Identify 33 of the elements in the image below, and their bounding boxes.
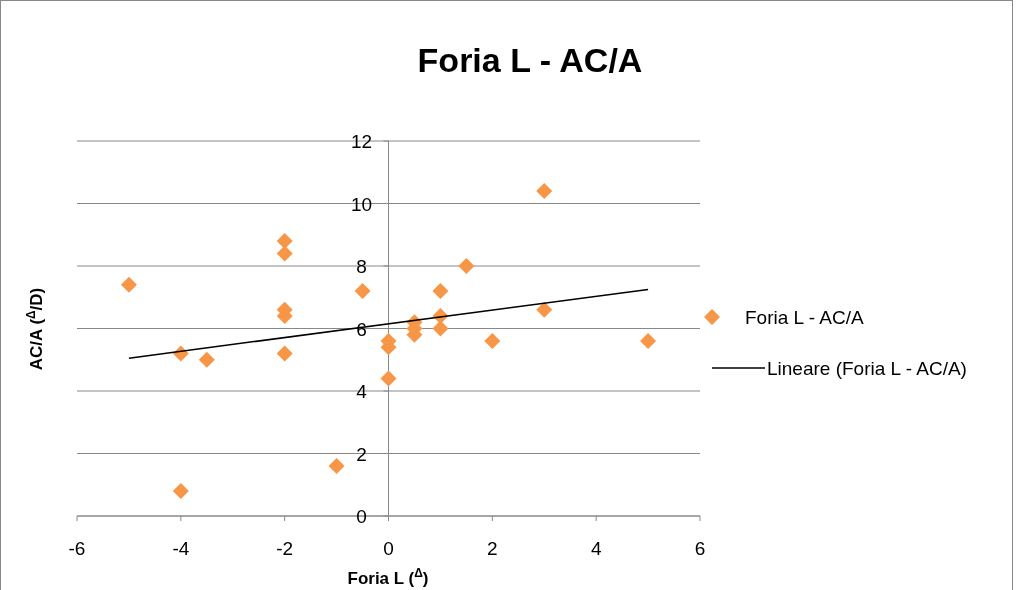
point — [432, 320, 449, 337]
y-tick-label: 8 — [356, 256, 367, 277]
chart-title: Foria L - AC/A — [417, 41, 643, 79]
point — [354, 283, 371, 299]
point — [172, 483, 189, 499]
point — [198, 351, 215, 368]
point — [536, 183, 553, 199]
x-axis-title: Foria L ($^{Δ}$) — [347, 566, 429, 588]
point — [640, 333, 657, 349]
y-tick-label: 10 — [350, 193, 373, 215]
point — [120, 276, 137, 293]
point — [276, 245, 293, 262]
x-tick-label: 2 — [487, 538, 498, 559]
point — [328, 458, 345, 474]
x-tick-label: -6 — [68, 538, 86, 559]
point — [484, 333, 501, 349]
legend-label: Lineare (Foria L - AC/A) — [767, 358, 967, 379]
point — [276, 345, 293, 362]
legend-label: Foria L - AC/A — [745, 307, 864, 328]
point — [380, 370, 397, 387]
point — [276, 233, 293, 249]
point — [432, 283, 449, 299]
y-tick-label: 12 — [350, 131, 373, 152]
y-tick-label: 0 — [356, 506, 367, 527]
y-tick-label: 4 — [356, 381, 368, 402]
y-tick-label: 2 — [356, 443, 367, 465]
x-tick-label: 6 — [694, 538, 706, 559]
x-tick-label: 4 — [590, 538, 602, 559]
x-tick-label: -4 — [172, 538, 190, 559]
point — [536, 301, 553, 318]
point — [458, 258, 475, 274]
x-tick-label: 0 — [383, 538, 394, 559]
x-tick-label: -2 — [276, 538, 294, 559]
